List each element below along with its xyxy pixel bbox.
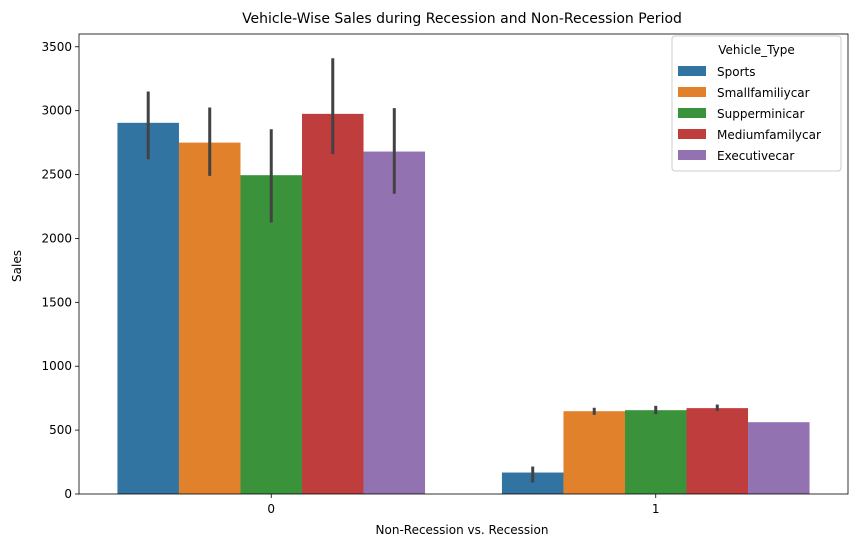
legend-swatch	[678, 129, 706, 139]
y-tick-label: 2500	[41, 168, 72, 182]
x-tick-label: 0	[267, 502, 275, 516]
y-tick-label: 1000	[41, 359, 72, 373]
x-axis-label: Non-Recession vs. Recession	[376, 523, 549, 537]
legend-swatch	[678, 87, 706, 97]
y-tick-label: 3500	[41, 40, 72, 54]
y-axis-label: Sales	[10, 250, 24, 282]
legend-title: Vehicle_Type	[718, 43, 794, 57]
bar	[363, 151, 426, 494]
y-tick-label: 0	[64, 487, 72, 501]
legend-label: Smallfamiliycar	[717, 86, 810, 100]
legend-label: Executivecar	[717, 149, 794, 163]
y-tick-label: 1500	[41, 295, 72, 309]
bar	[563, 411, 625, 494]
plot-area: 0 500 1000 1500 2000 2500 3000 3500 0 1 Vehicle_Ty…	[41, 33, 849, 516]
legend-swatch	[678, 66, 706, 76]
bar	[117, 122, 179, 494]
chart-title: Vehicle-Wise Sales during Recession and …	[242, 11, 682, 27]
bar	[178, 142, 241, 495]
x-tick-label: 1	[652, 502, 660, 516]
bar	[624, 410, 687, 494]
bar	[748, 422, 810, 494]
y-tick-label: 3000	[41, 104, 72, 118]
bar	[302, 113, 364, 495]
bar	[240, 175, 303, 494]
legend-swatch	[678, 108, 706, 118]
bar	[501, 472, 564, 494]
legend-label: Sports	[717, 65, 755, 79]
axes-frame	[78, 33, 849, 495]
legend-swatch	[678, 150, 706, 160]
legend-label: Mediumfamilycar	[717, 128, 821, 142]
bar	[686, 408, 749, 494]
legend-label: Supperminicar	[717, 107, 804, 121]
legend-box	[671, 35, 842, 172]
y-tick-label: 500	[49, 423, 72, 437]
y-tick-label: 2000	[41, 231, 72, 245]
